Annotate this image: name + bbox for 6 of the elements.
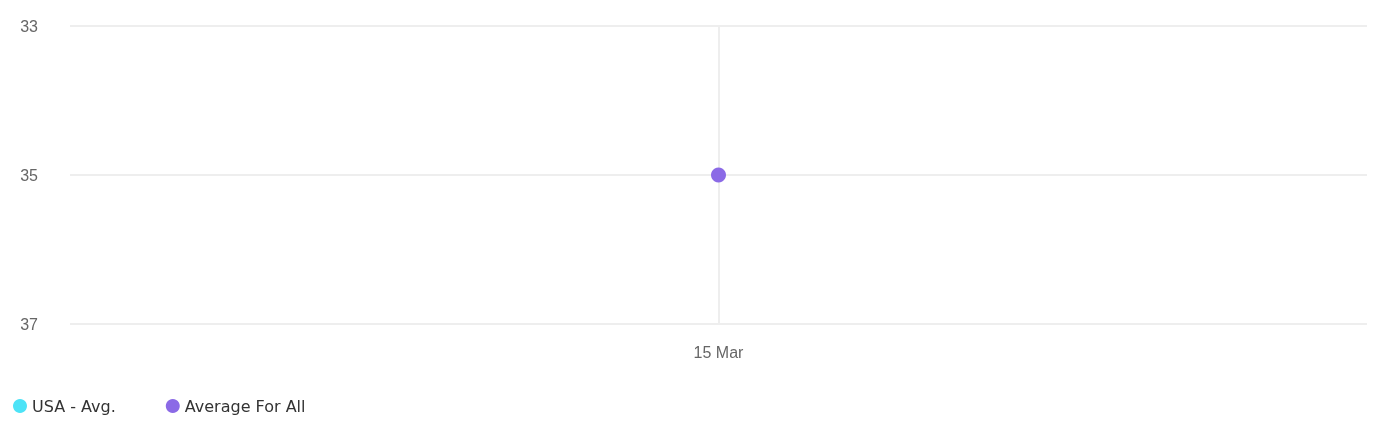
y-tick-label: 37 [20, 315, 39, 333]
y-tick-label: 33 [20, 17, 39, 35]
x-tick-label: 15 Mar [693, 343, 745, 361]
legend-label: USA - Avg. [32, 396, 116, 416]
legend-label: Average For All [184, 396, 306, 416]
y-tick-label: 35 [20, 166, 39, 184]
